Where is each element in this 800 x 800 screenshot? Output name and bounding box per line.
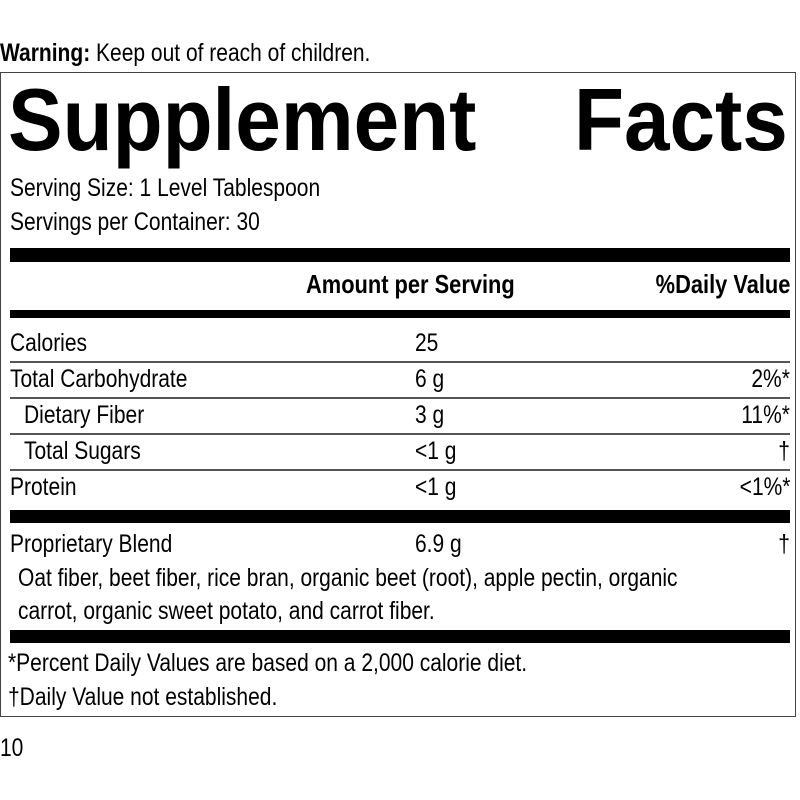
- nutrient-name: Total Sugars: [24, 437, 141, 465]
- nutrient-dv: 2%*: [751, 365, 790, 393]
- nutrient-amount: 25: [415, 329, 439, 357]
- supplement-facts-panel: [0, 72, 796, 717]
- row-divider: [10, 469, 790, 471]
- warning: Warning: Keep out of reach of children.: [0, 39, 371, 67]
- servings-per-container: Servings per Container: 30: [10, 208, 260, 236]
- blend-name: Proprietary Blend: [10, 530, 173, 558]
- blend-dv: †: [778, 530, 790, 558]
- serving-size: Serving Size: 1 Level Tablespoon: [10, 174, 321, 202]
- row-divider: [10, 397, 790, 399]
- nutrient-name: Protein: [10, 473, 77, 501]
- title-facts: Facts: [574, 70, 788, 169]
- divider: [10, 510, 790, 523]
- nutrient-dv: †: [778, 437, 790, 465]
- nutrient-name: Total Carbohydrate: [10, 365, 188, 393]
- nutrient-name: Calories: [10, 329, 88, 357]
- nutrient-amount: 6 g: [415, 365, 445, 393]
- nutrient-amount: 3 g: [415, 401, 445, 429]
- divider: [10, 248, 790, 262]
- nutrient-dv: 11%*: [741, 401, 790, 429]
- divider: [10, 310, 790, 318]
- header-dv: %Daily Value: [655, 269, 790, 299]
- title-supplement: Supplement: [8, 70, 477, 169]
- row-divider: [10, 433, 790, 435]
- blend-amount: 6.9 g: [415, 530, 462, 558]
- blend-ingredients: carrot, organic sweet potato, and carrot…: [18, 597, 435, 625]
- nutrient-dv: <1%*: [739, 473, 790, 501]
- footnote-dagger: †Daily Value not established.: [8, 683, 278, 711]
- row-divider: [10, 361, 790, 363]
- nutrient-amount: <1 g: [415, 437, 457, 465]
- nutrient-amount: <1 g: [415, 473, 457, 501]
- page-number: 10: [0, 734, 24, 762]
- nutrient-name: Dietary Fiber: [24, 401, 145, 429]
- divider: [10, 630, 790, 643]
- header-amount: Amount per Serving: [306, 269, 515, 299]
- footnote-dv: *Percent Daily Values are based on a 2,0…: [8, 649, 528, 677]
- blend-ingredients: Oat fiber, beet fiber, rice bran, organi…: [18, 564, 678, 592]
